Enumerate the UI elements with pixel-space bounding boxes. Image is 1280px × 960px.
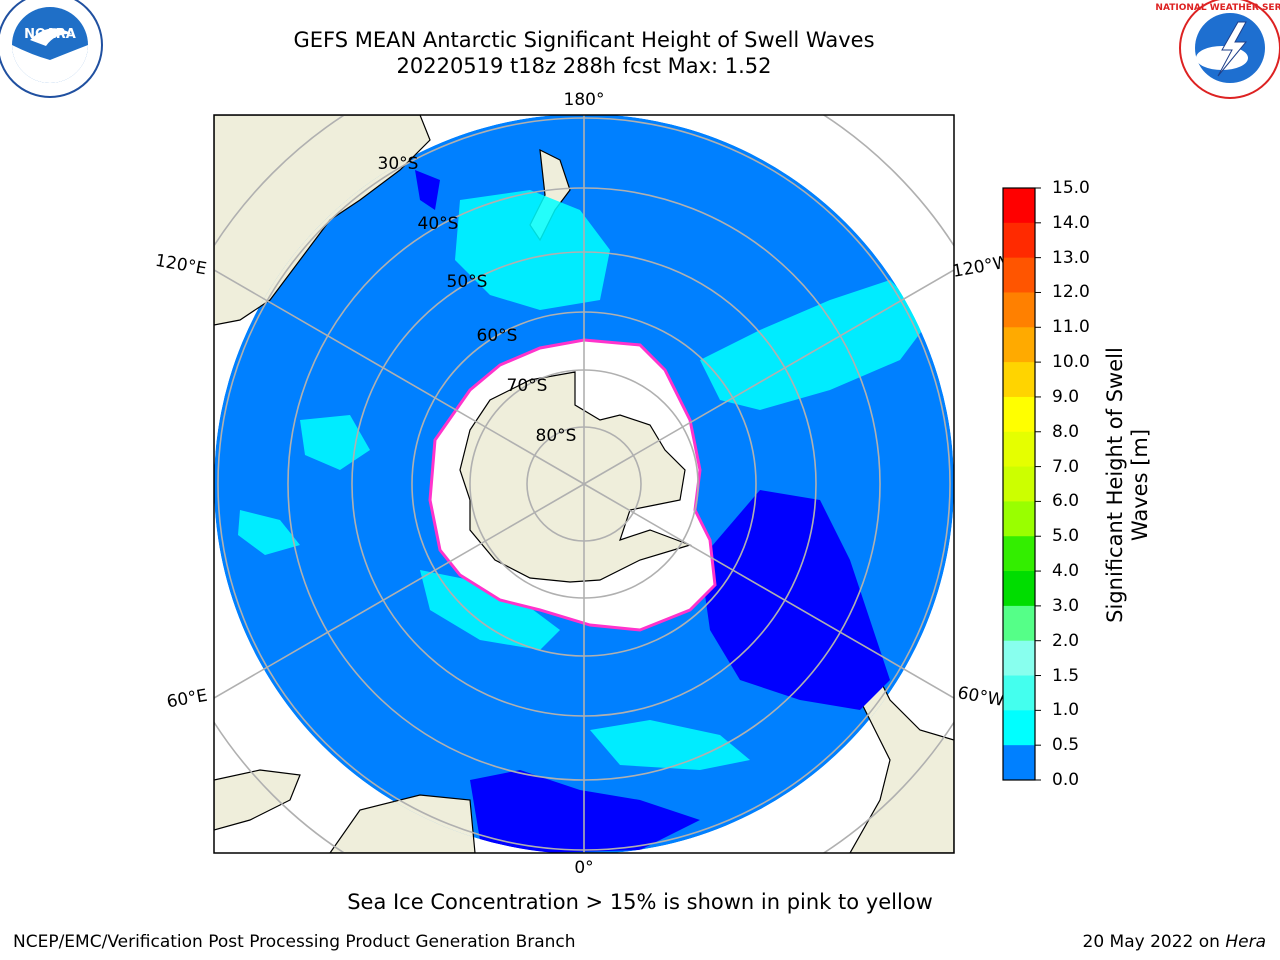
colorbar-tick-label: 3.0 [1052,595,1080,616]
sea-ice-note: Sea Ice Concentration > 15% is shown in … [347,890,933,914]
lon-label-0: 0° [574,858,593,878]
colorbar-segment [1003,640,1035,677]
colorbar-tick-label: 10.0 [1052,352,1090,373]
colorbar-frame [1002,187,1036,781]
lat-label-40s: 40°S [418,214,459,234]
credit-organization: NCEP/EMC/Verification Post Processing Pr… [13,932,576,952]
nws-logo-text: NATIONAL WEATHER SERVICE [1155,3,1280,13]
map-title: GEFS MEAN Antarctic Significant Height o… [293,28,875,52]
lat-label-70s: 70°S [507,376,548,396]
colorbar-segment [1003,222,1035,259]
colorbar-tick-label: 13.0 [1052,247,1090,268]
credit-date: 20 May 2022 on [1082,932,1226,952]
colorbar [1003,187,1041,781]
colorbar-segment [1003,431,1035,468]
colorbar-tick-label: 5.0 [1052,526,1080,547]
colorbar-tick-label: 6.0 [1052,491,1080,512]
noaa-logo: NOARA [0,0,103,98]
swell-high [238,190,930,770]
colorbar-tick-label: 12.0 [1052,282,1090,303]
lon-label-180: 180° [564,90,605,110]
colorbar-segment [1003,327,1035,363]
colorbar-segment [1003,396,1035,433]
colorbar-tick-label: 8.0 [1052,421,1080,442]
lon-label-120e: 120°E [154,251,208,280]
colorbar-tick-label: 7.0 [1052,456,1080,477]
lat-label-80s: 80°S [536,426,577,446]
colorbar-segment [1003,362,1035,398]
colorbar-tick-label: 1.0 [1052,700,1080,721]
map-area [214,115,954,853]
colorbar-segment [1003,292,1035,328]
lat-label-50s: 50°S [447,272,488,292]
credit-host: Hera [1225,932,1266,952]
lon-label-60e: 60°E [165,686,209,713]
colorbar-tick-label: 11.0 [1052,317,1090,338]
map-subtitle: 20220519 t18z 288h fcst Max: 1.52 [396,54,772,78]
colorbar-segment [1003,257,1035,293]
colorbar-segment [1003,571,1035,607]
nws-logo: NATIONAL WEATHER SERVICE [1155,0,1280,99]
colorbar-tick-label: 2.0 [1052,630,1080,651]
meridians [214,115,954,853]
credit-date-host: 20 May 2022 on Hera [1083,932,1267,952]
lat-label-60s: 60°S [477,326,518,346]
colorbar-segment [1003,745,1035,781]
colorbar-tick-label: 4.0 [1052,561,1080,582]
colorbar-segment [1003,710,1035,746]
map-frame [213,114,955,854]
swell-low [415,170,890,853]
colorbar-tick-label: 14.0 [1052,212,1090,233]
colorbar-segment [1003,605,1035,642]
lat-label-30s: 30°S [378,154,419,174]
colorbar-tick-label: 0.0 [1052,770,1080,790]
colorbar-segment [1003,501,1035,537]
noaa-logo-text: NOARA [24,27,76,42]
colorbar-segment [1003,675,1035,711]
colorbar-title: Significant Height of Swell Waves [m] [1103,347,1152,623]
colorbar-segment [1003,536,1035,572]
colorbar-segment [1003,466,1035,502]
lon-label-60w: 60°W [956,683,1006,711]
colorbar-tick-label: 1.5 [1052,665,1080,686]
colorbar-tick-label: 15.0 [1052,178,1090,198]
colorbar-segment [1003,188,1035,224]
colorbar-tick-label: 9.0 [1052,386,1080,407]
colorbar-tick-label: 0.5 [1052,735,1080,756]
